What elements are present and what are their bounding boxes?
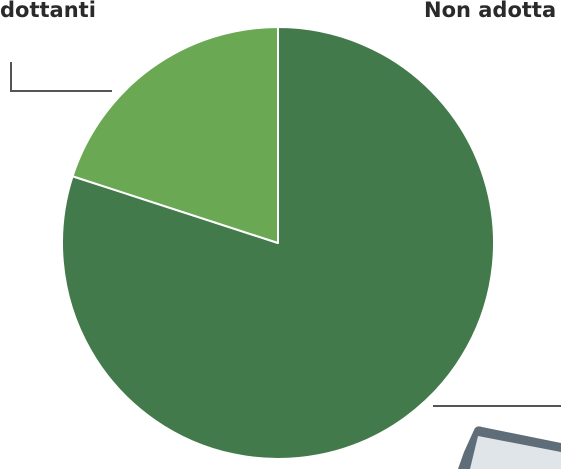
pie-slice-1 [71, 26, 279, 244]
pie-slices [61, 26, 495, 460]
slice-label-non-adottanti: Non adotta [424, 0, 557, 22]
laptop-icon [458, 426, 561, 469]
slice-label-adottanti: dottanti [0, 0, 96, 22]
leader-line-adottanti [10, 62, 112, 92]
